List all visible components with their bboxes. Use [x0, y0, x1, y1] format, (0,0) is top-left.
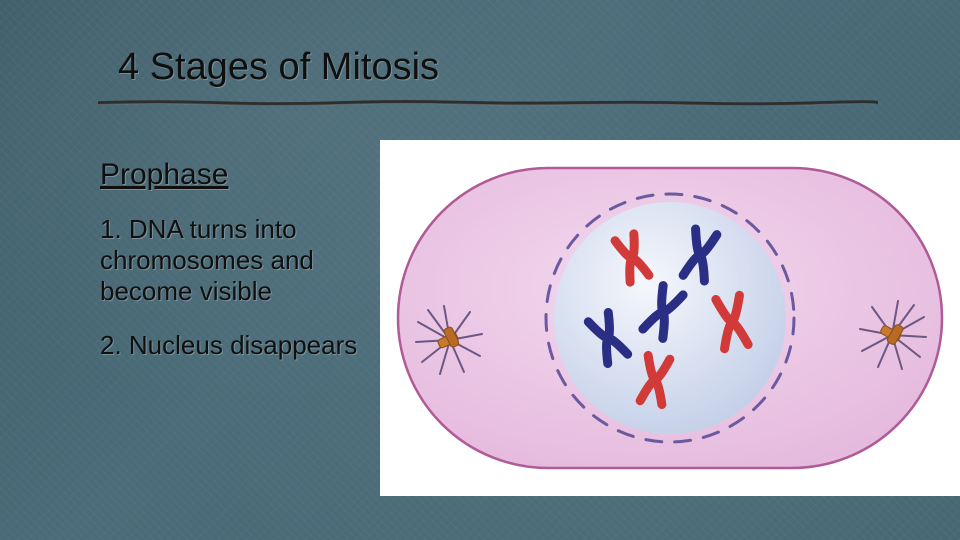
prophase-diagram [380, 140, 960, 496]
bullet-point-2: 2. Nucleus disappears [100, 330, 380, 361]
slide-title: 4 Stages of Mitosis [118, 46, 439, 89]
bullet-point-1: 1. DNA turns into chromosomes and become… [100, 214, 360, 308]
title-underline [98, 100, 878, 106]
stage-name: Prophase [100, 158, 228, 192]
